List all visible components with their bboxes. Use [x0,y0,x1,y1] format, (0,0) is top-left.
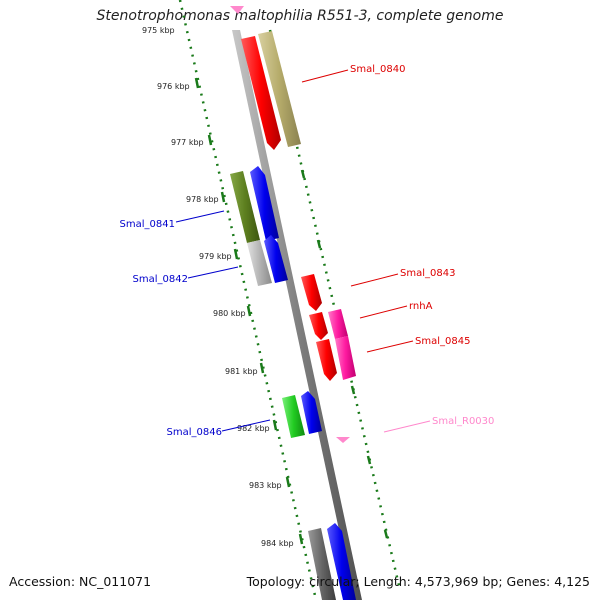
tick-label: 982 kbp [237,424,270,433]
genome-backbone [232,30,362,600]
tick-label: 977 kbp [171,138,204,147]
accession-text: Accession: NC_011071 [9,574,152,589]
gene-smal-0845[interactable] [316,336,356,381]
gene-smal-0846[interactable] [282,391,322,438]
gene-label[interactable]: Smal_0840 [350,64,405,75]
gene-label[interactable]: Smal_0846 [167,427,222,438]
gene-bottom-pair[interactable] [308,523,356,600]
gene-label[interactable]: Smal_0841 [120,219,175,230]
tick-label: 978 kbp [186,195,219,204]
gc-track-left [178,0,318,600]
gene-smal-0840[interactable] [241,31,301,150]
gene-label[interactable]: rnhA [409,301,433,312]
gene-label[interactable]: Smal_0842 [133,274,188,285]
tick-label: 983 kbp [249,481,282,490]
tick-label: 975 kbp [142,26,175,35]
label-leaders [175,69,431,433]
tick-label: 976 kbp [157,82,190,91]
tick-label: 979 kbp [199,252,232,261]
gene-rnha[interactable] [309,309,348,340]
tick-label: 980 kbp [213,309,246,318]
rna-marker-smal-r0030[interactable] [336,437,350,443]
gene-label[interactable]: Smal_0843 [400,268,455,279]
gene-smal-0843[interactable] [301,274,322,311]
gene-label[interactable]: Smal_0845 [415,336,470,347]
gc-marks-left [194,77,304,545]
kbp-tick-labels: 975 kbp 976 kbp 977 kbp 978 kbp 979 kbp … [142,26,294,548]
gene-label[interactable]: Smal_R0030 [432,416,494,427]
rna-marker-top[interactable] [230,6,244,14]
tick-label: 981 kbp [225,367,258,376]
gene-smal-0842[interactable] [247,235,288,286]
tick-label: 984 kbp [261,539,294,548]
gene-smal-0841[interactable] [230,166,279,243]
genome-summary-text: Topology: circular; Length: 4,573,969 bp… [246,574,590,589]
map-title: Stenotrophomonas maltophilia R551-3, com… [96,8,504,24]
